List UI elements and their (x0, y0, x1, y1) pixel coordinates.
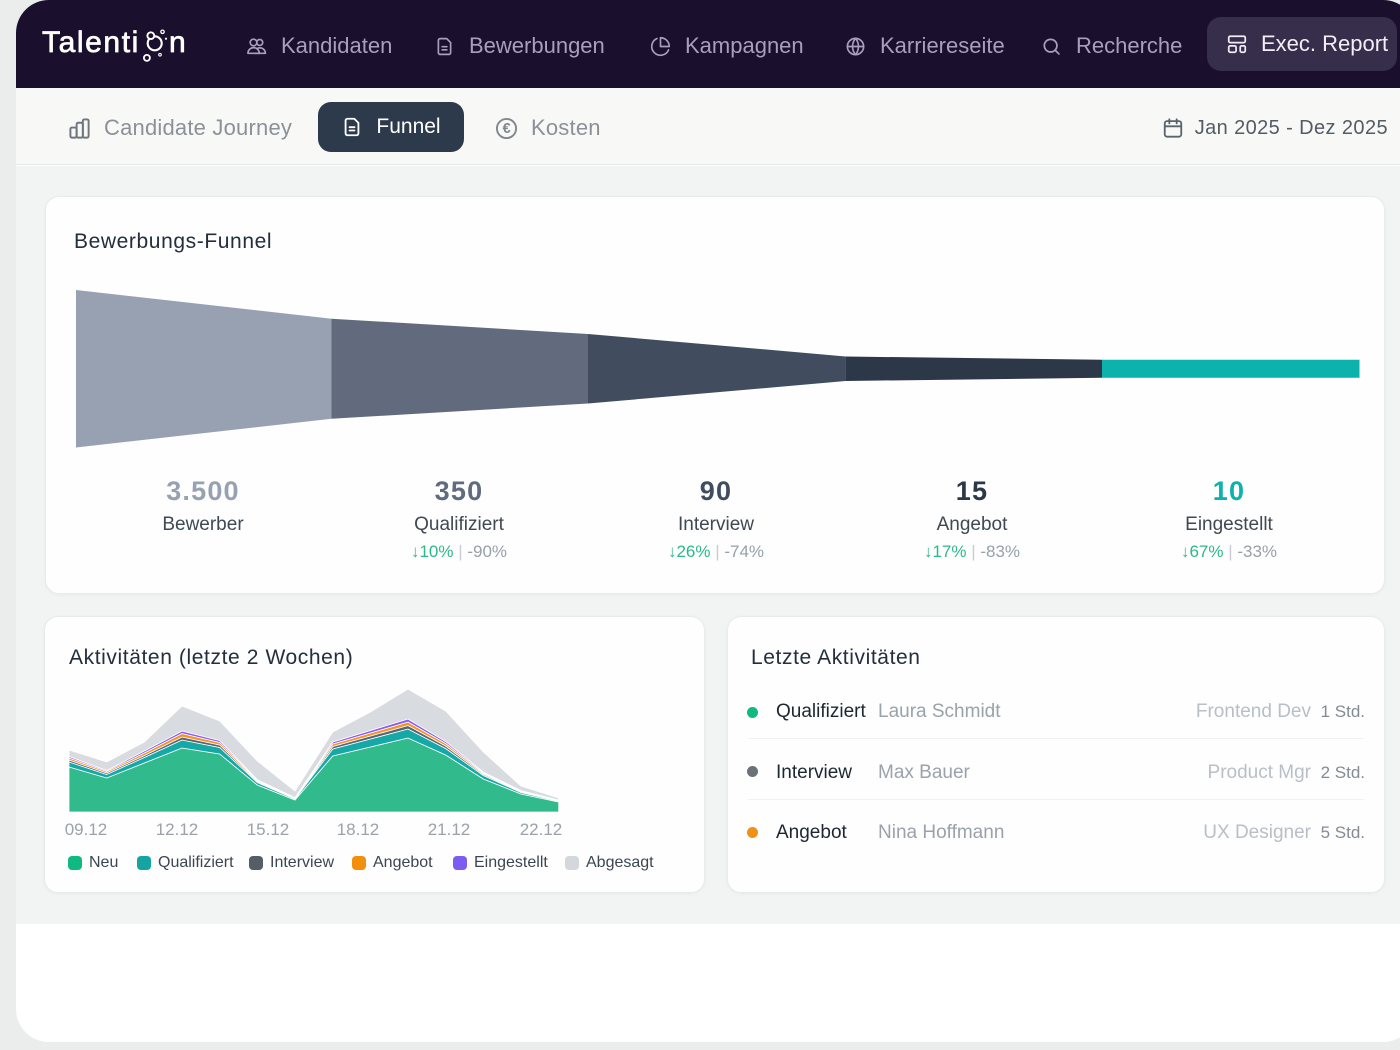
svg-text:€: € (503, 121, 511, 137)
